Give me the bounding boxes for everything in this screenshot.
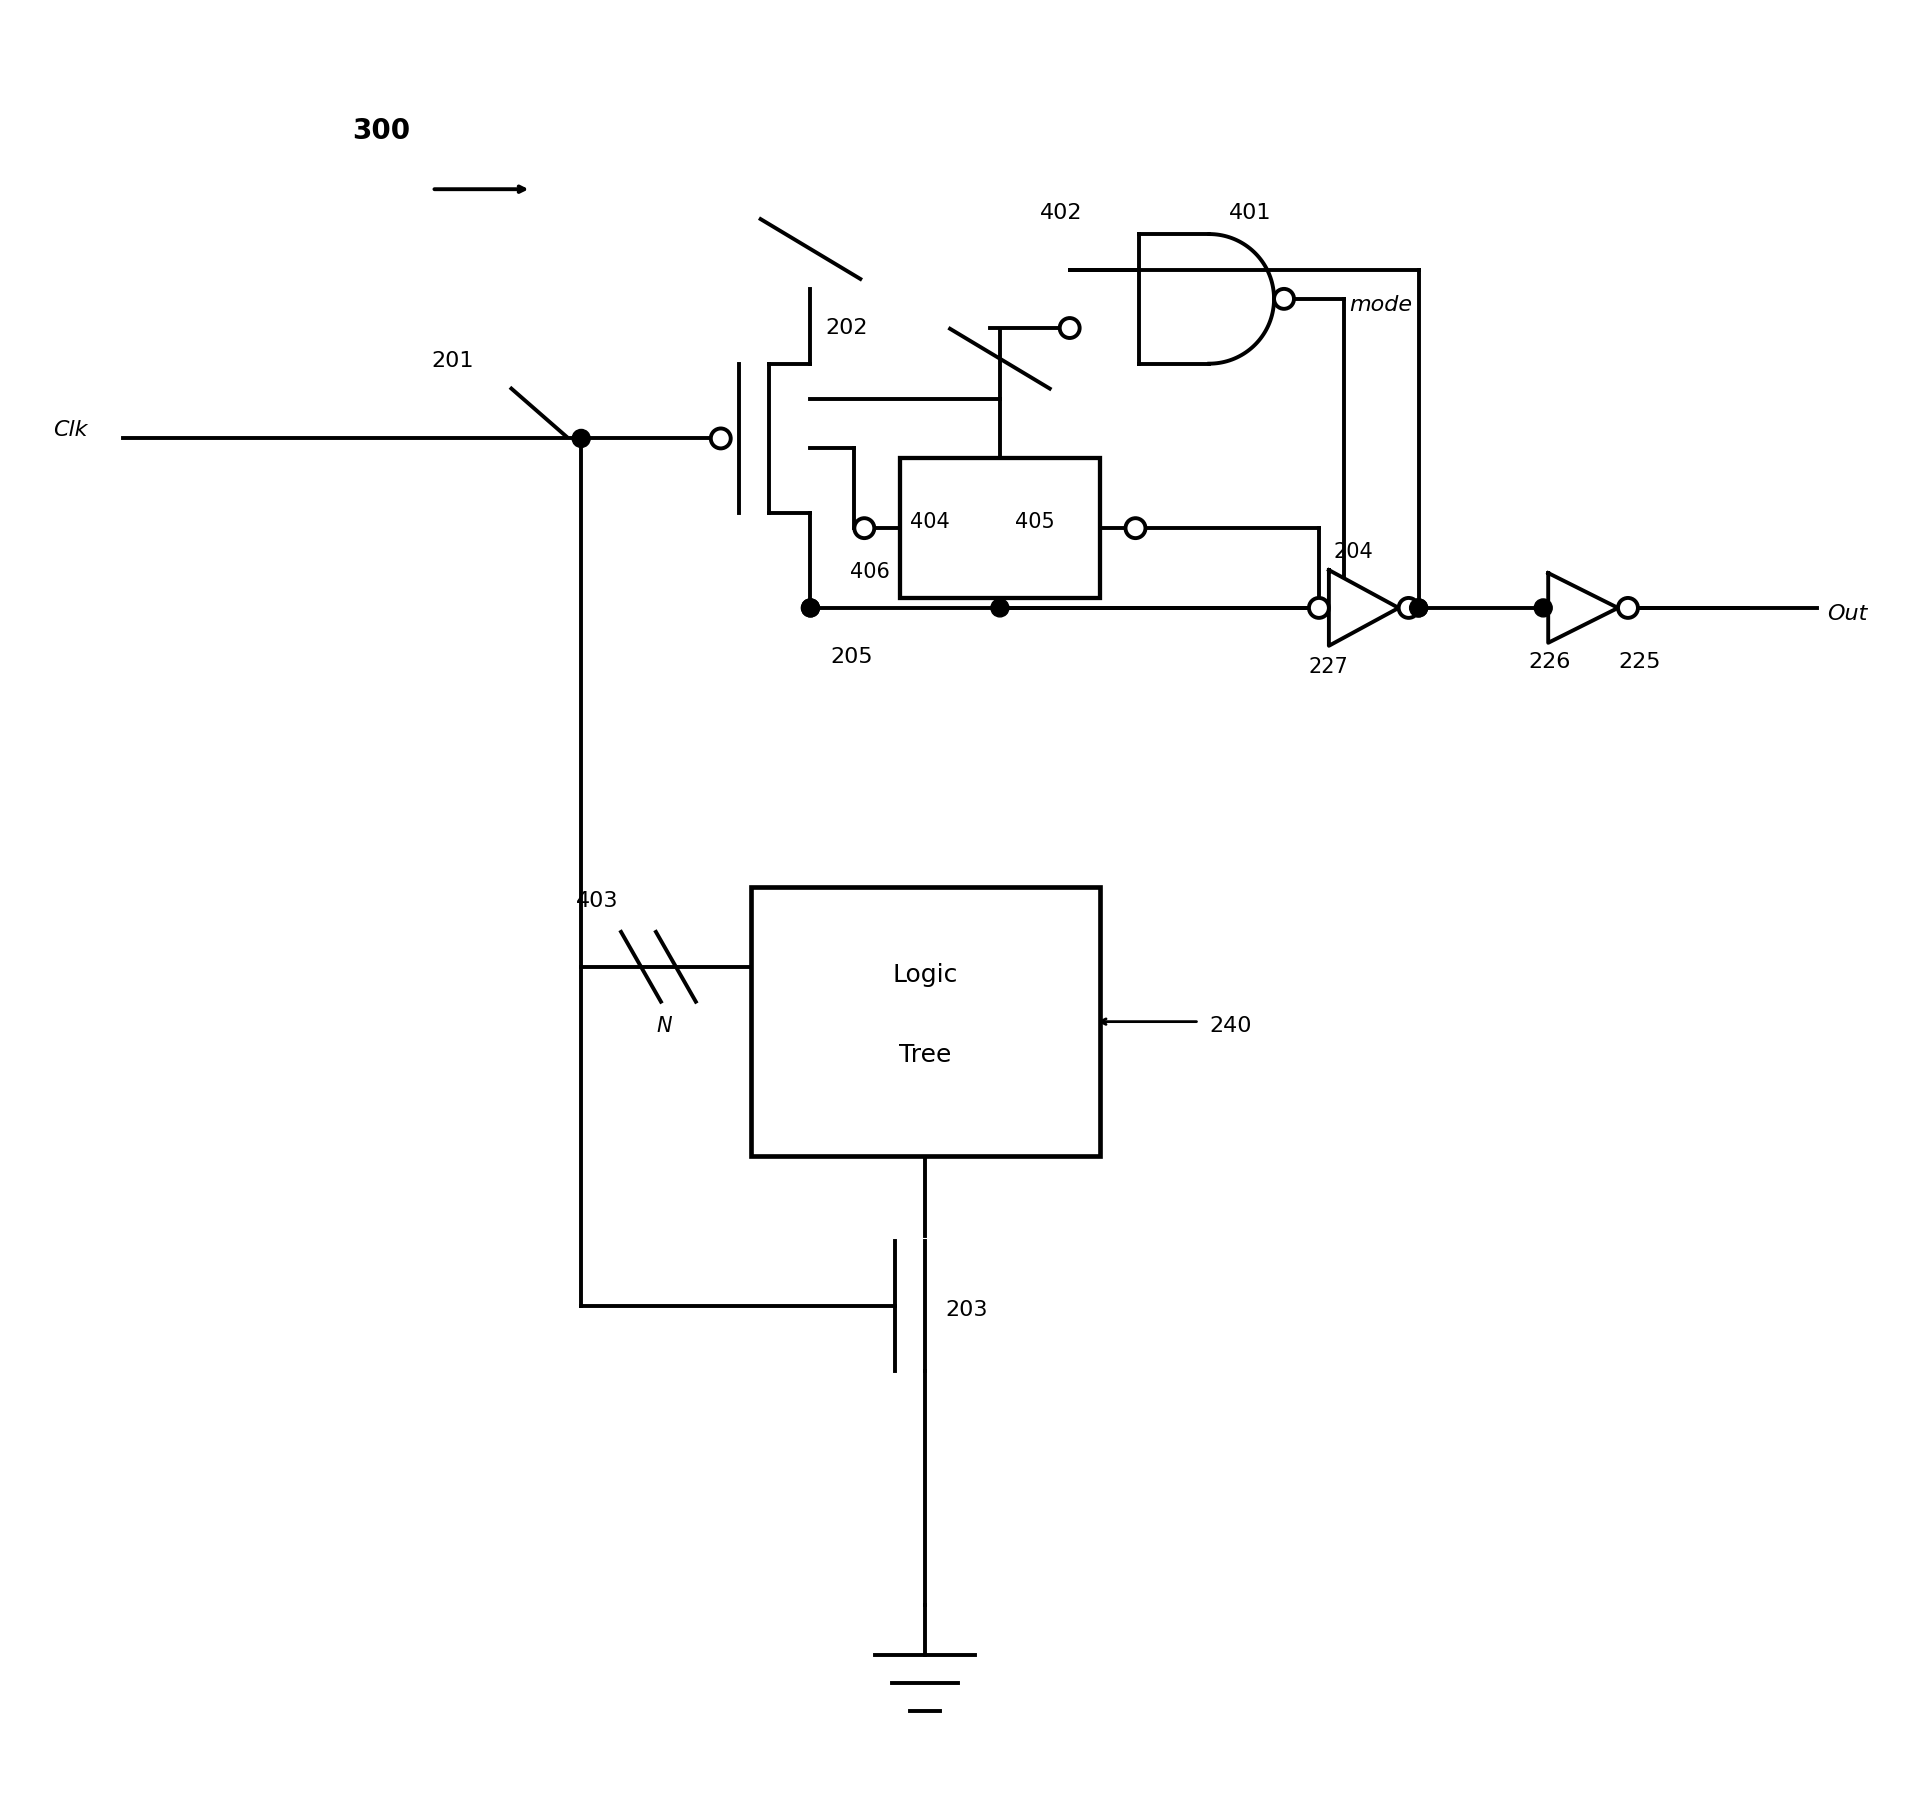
Text: N: N xyxy=(655,1016,670,1035)
Text: Clk: Clk xyxy=(52,421,87,441)
Text: 240: 240 xyxy=(1209,1016,1252,1035)
Bar xyxy=(900,459,1099,598)
Text: Out: Out xyxy=(1826,604,1866,623)
Text: 402: 402 xyxy=(1039,202,1082,222)
Text: 227: 227 xyxy=(1308,656,1349,676)
Text: 202: 202 xyxy=(825,318,867,338)
Text: 401: 401 xyxy=(1229,202,1271,222)
Circle shape xyxy=(802,598,819,616)
Circle shape xyxy=(1273,289,1293,309)
Text: Logic: Logic xyxy=(893,963,958,987)
Text: 203: 203 xyxy=(945,1299,987,1319)
Circle shape xyxy=(711,428,730,448)
Circle shape xyxy=(1399,598,1418,618)
Circle shape xyxy=(854,519,873,538)
Circle shape xyxy=(1617,598,1636,618)
Polygon shape xyxy=(1548,573,1617,643)
Circle shape xyxy=(1408,598,1428,616)
Text: 226: 226 xyxy=(1528,652,1571,672)
Text: mode: mode xyxy=(1349,295,1410,314)
Circle shape xyxy=(1124,519,1146,538)
Text: 403: 403 xyxy=(576,891,618,911)
Text: 201: 201 xyxy=(431,351,473,370)
Bar xyxy=(750,887,1099,1156)
Text: 300: 300 xyxy=(352,117,410,145)
Text: 204: 204 xyxy=(1333,542,1374,562)
Circle shape xyxy=(1408,598,1428,616)
Circle shape xyxy=(1534,598,1551,616)
Text: Tree: Tree xyxy=(898,1043,951,1066)
Circle shape xyxy=(991,598,1009,616)
Text: 225: 225 xyxy=(1617,652,1660,672)
Circle shape xyxy=(1059,318,1080,338)
Text: 406: 406 xyxy=(850,562,891,582)
Text: 405: 405 xyxy=(1014,511,1055,531)
Circle shape xyxy=(802,598,819,616)
Text: 205: 205 xyxy=(831,647,873,667)
Circle shape xyxy=(572,430,589,448)
Text: 404: 404 xyxy=(910,511,949,531)
Polygon shape xyxy=(1327,569,1399,645)
Circle shape xyxy=(1308,598,1327,618)
